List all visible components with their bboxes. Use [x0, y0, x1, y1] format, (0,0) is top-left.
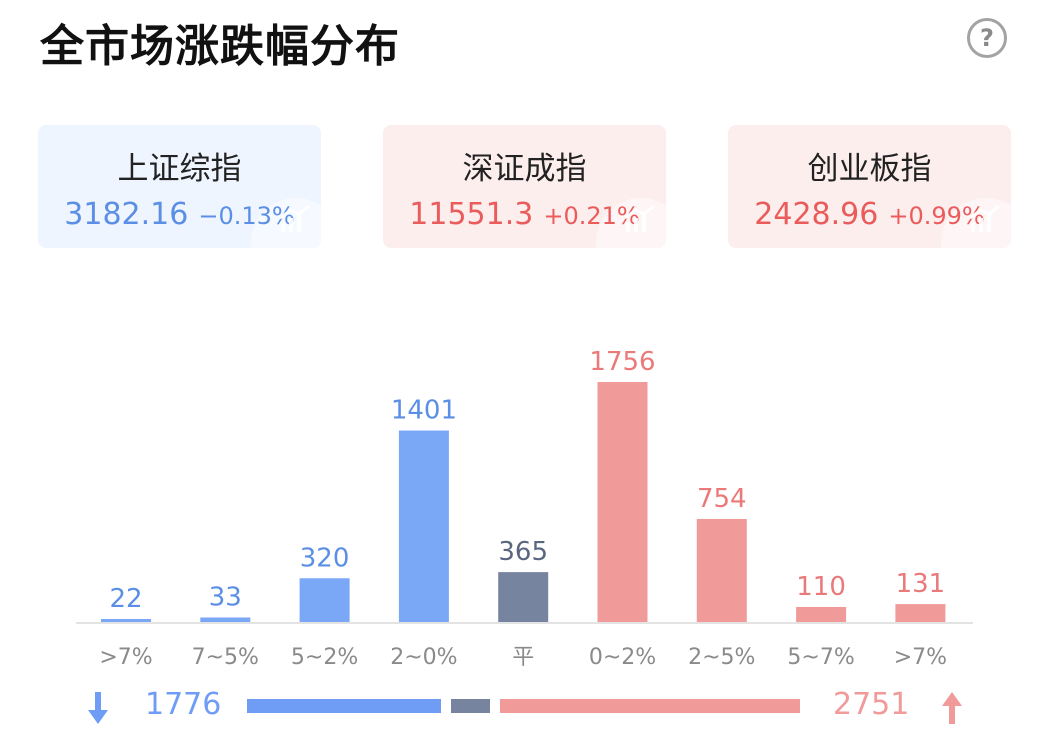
x-tick-label: >7% [894, 645, 947, 670]
index-values: 3182.16 −0.13% [38, 197, 321, 232]
down-arrow-icon [88, 692, 108, 724]
index-name: 上证综指 [117, 151, 242, 187]
index-value: 11551.3 [409, 197, 534, 232]
down-count: 1776 [145, 687, 222, 722]
page-title: 全市场涨跌幅分布 [40, 21, 400, 72]
data-label: 1401 [391, 396, 457, 426]
ratio-bar-flat [450, 699, 491, 713]
index-change: +0.99% [888, 202, 985, 230]
up-arrow-icon [942, 692, 962, 724]
bar [299, 578, 350, 622]
data-label: 33 [209, 582, 242, 612]
bar [597, 382, 648, 622]
index-value: 2428.96 [754, 197, 879, 232]
index-name: 深证成指 [462, 151, 587, 187]
index-value: 3182.16 [64, 197, 189, 232]
index-change: −0.13% [198, 202, 295, 230]
ratio-bar-up [500, 699, 800, 713]
bar [895, 604, 946, 622]
data-label: 754 [697, 484, 747, 514]
index-values: 2428.96 +0.99% [728, 197, 1011, 232]
x-tick-label: 0~2% [589, 645, 656, 670]
bar [796, 606, 847, 622]
x-tick-label: 2~0% [390, 645, 457, 670]
bar [696, 518, 747, 622]
index-values: 11551.3 +0.21% [383, 197, 666, 232]
data-label: 110 [796, 572, 846, 602]
index-change: +0.21% [543, 202, 640, 230]
x-tick-label: 2~5% [688, 645, 755, 670]
index-card-shenzhen[interactable]: 深证成指 11551.3 +0.21% [383, 125, 666, 248]
x-tick-label: 平 [512, 645, 534, 670]
data-label: 320 [300, 543, 350, 573]
distribution-bar-chart: 22 >7% 33 7~5% 320 5~2% 1401 2~0% 365 平 1756 0~2% 75… [76, 347, 973, 670]
x-tick-label: 5~7% [787, 645, 854, 670]
trend-chart-icon [279, 204, 310, 232]
x-tick-label: >7% [99, 645, 152, 670]
index-card-chinext[interactable]: 创业板指 2428.96 +0.99% [728, 125, 1011, 248]
bar [101, 618, 151, 622]
bar [398, 430, 449, 622]
help-icon[interactable]: ? [967, 18, 1007, 58]
trend-chart-icon [969, 204, 1000, 232]
bar [498, 572, 549, 622]
index-card-shanghai[interactable]: 上证综指 3182.16 −0.13% [38, 125, 321, 248]
x-tick-label: 7~5% [192, 645, 259, 670]
bar [200, 617, 251, 622]
index-name: 创业板指 [807, 151, 932, 187]
data-label: 365 [498, 537, 548, 567]
trend-chart-icon [624, 204, 655, 232]
ratio-bar-down [247, 699, 441, 713]
data-label: 131 [896, 569, 946, 599]
up-count: 2751 [833, 687, 910, 722]
x-tick-label: 5~2% [291, 645, 358, 670]
data-label: 1756 [589, 347, 655, 377]
data-label: 22 [109, 584, 142, 614]
